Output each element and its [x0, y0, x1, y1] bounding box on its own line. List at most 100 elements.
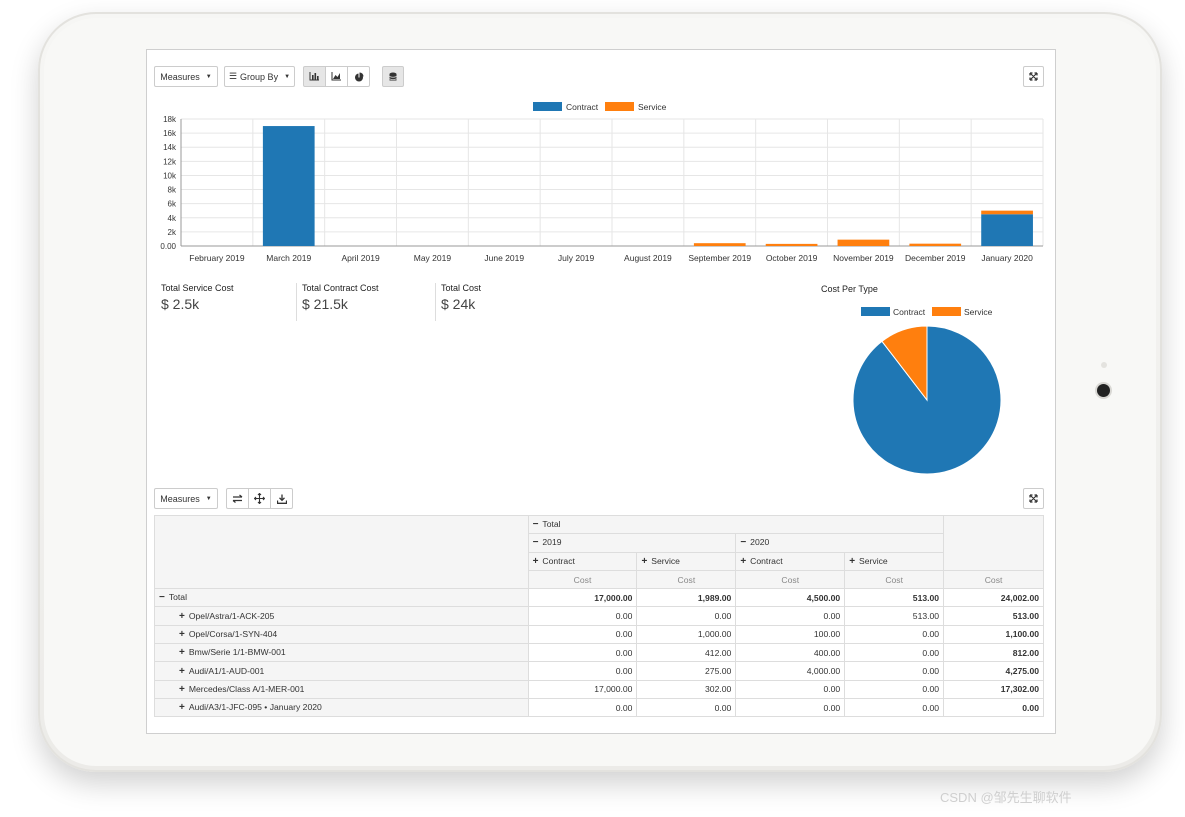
pivot-cell-total[interactable]: 17,302.00	[943, 679, 1044, 699]
flip-axis-button[interactable]	[226, 488, 249, 509]
pie-slice-service[interactable]	[881, 325, 928, 402]
pivot-cell-total[interactable]: 4,275.00	[943, 661, 1044, 681]
pivot-cell[interactable]: 17,000.00	[527, 588, 638, 608]
pie-chart-icon	[354, 72, 363, 81]
pivot-cell[interactable]: 0.00	[844, 679, 945, 699]
pivot-col-header-contract[interactable]: + Contract	[735, 551, 846, 571]
pivot-cell[interactable]: 0.00	[735, 679, 846, 699]
download-button[interactable]	[270, 488, 293, 509]
pivot-cell[interactable]: 0.00	[636, 697, 737, 718]
bar-service[interactable]	[837, 239, 890, 246]
plus-icon: +	[849, 555, 856, 567]
pivot-col-header-service[interactable]: + Service	[844, 551, 945, 571]
kpi-service-cost: Total Service Cost $ 2.5k	[161, 283, 234, 321]
plus-icon: +	[641, 555, 648, 567]
pivot-row-header[interactable]: + Mercedes/Class A/1-MER-001	[154, 679, 529, 699]
pivot-cell[interactable]: 0.00	[636, 606, 737, 626]
bar-service[interactable]	[693, 243, 746, 246]
line-chart-button[interactable]	[325, 66, 348, 87]
bar-service[interactable]	[909, 243, 962, 246]
pie-legend: Contract Service	[861, 307, 993, 317]
pivot-cell[interactable]: 100.00	[735, 624, 846, 645]
pivot-cell[interactable]: 0.00	[527, 661, 638, 681]
pivot-cell[interactable]: 513.00	[844, 588, 945, 608]
minus-icon: −	[740, 537, 747, 549]
pivot-cell[interactable]: 0.00	[527, 624, 638, 645]
pivot-cell[interactable]: 0.00	[844, 643, 945, 663]
pivot-cell-total[interactable]: 1,100.00	[943, 624, 1044, 645]
pie-legend-label-contract: Contract	[893, 307, 926, 317]
list-icon: ☰	[228, 71, 238, 81]
minus-icon: −	[532, 537, 539, 549]
expand-dashboard-button[interactable]	[1023, 66, 1044, 87]
pivot-cell[interactable]: 513.00	[844, 606, 945, 626]
pivot-cell-total[interactable]: 513.00	[943, 606, 1044, 626]
pivot-cell[interactable]: 0.00	[844, 697, 945, 718]
pivot-cell[interactable]: 0.00	[527, 697, 638, 718]
measure-header: Cost	[636, 569, 737, 590]
bar-contract[interactable]	[981, 214, 1033, 246]
pivot-cell-total[interactable]: 24,002.00	[943, 588, 1044, 608]
kpi-label: Total Contract Cost	[302, 283, 379, 293]
y-tick-label: 12k	[163, 157, 177, 166]
pivot-measures-dropdown[interactable]: Measures ▼	[154, 488, 218, 509]
bar-service[interactable]	[981, 210, 1033, 215]
pivot-cell[interactable]: 400.00	[735, 643, 846, 663]
stacked-toggle-button[interactable]	[382, 66, 404, 87]
pivot-cell[interactable]: 1,000.00	[636, 624, 737, 645]
row-label: Mercedes/Class A/1-MER-001	[188, 683, 305, 694]
x-tick-label: March 2019	[266, 253, 311, 263]
plus-icon: +	[740, 555, 747, 567]
x-tick-label: April 2019	[341, 253, 380, 263]
measures-dropdown[interactable]: Measures ▼	[154, 66, 218, 87]
kpi-label: Total Service Cost	[161, 283, 234, 293]
pivot-cell[interactable]: 302.00	[636, 679, 737, 699]
group-by-dropdown[interactable]: ☰ Group By ▼	[224, 66, 295, 87]
y-tick-label: 14k	[163, 143, 177, 152]
bar-service[interactable]	[765, 243, 818, 246]
pivot-cell[interactable]: 275.00	[636, 661, 737, 681]
header-label: Service	[859, 555, 888, 566]
pie-chart-button[interactable]	[347, 66, 370, 87]
pivot-col-header-service[interactable]: + Service	[636, 551, 737, 571]
y-tick-label: 18k	[163, 115, 177, 124]
pivot-row-header-total[interactable]: − Total	[154, 588, 529, 608]
expand-icon	[1029, 494, 1038, 503]
bar-chart-button[interactable]	[303, 66, 326, 87]
pivot-cell[interactable]: 0.00	[844, 661, 945, 681]
pivot-cell[interactable]: 1,989.00	[636, 588, 737, 608]
pivot-cell[interactable]: 0.00	[527, 606, 638, 626]
pivot-cell-total[interactable]: 0.00	[943, 697, 1044, 718]
expand-all-button[interactable]	[248, 488, 271, 509]
pivot-row-header[interactable]: + Audi/A3/1-JFC-095 • January 2020	[154, 697, 529, 718]
header-label: 2020	[750, 537, 770, 548]
kpi-value: $ 24k	[441, 296, 476, 312]
legend-swatch-service	[605, 102, 634, 111]
pivot-expand-button[interactable]	[1023, 488, 1044, 509]
pivot-cell[interactable]: 412.00	[636, 643, 737, 663]
x-axis-ticks: February 2019 March 2019 April 2019 May 201…	[189, 253, 1033, 263]
pivot-cell[interactable]: 4,500.00	[735, 588, 846, 608]
pivot-cell-total[interactable]: 812.00	[943, 643, 1044, 663]
plus-icon: +	[532, 555, 539, 567]
pivot-row-header[interactable]: + Audi/A1/1-AUD-001	[154, 661, 529, 681]
pivot-col-header-2019[interactable]: −2019	[527, 533, 737, 553]
pivot-row-header[interactable]: + Opel/Corsa/1-SYN-404	[154, 624, 529, 645]
pivot-cell[interactable]: 0.00	[735, 606, 846, 626]
pivot-col-header-total[interactable]: − Total	[527, 514, 945, 535]
pivot-cell[interactable]: 0.00	[527, 643, 638, 663]
pivot-cell[interactable]: 17,000.00	[527, 679, 638, 699]
header-label: Total	[542, 519, 561, 530]
pivot-col-header-contract[interactable]: + Contract	[527, 551, 638, 571]
pivot-cell[interactable]: 0.00	[735, 697, 846, 718]
bar-contract[interactable]	[262, 126, 315, 246]
pivot-cell[interactable]: 0.00	[844, 624, 945, 645]
pivot-row-header[interactable]: + Bmw/Serie 1/1-BMW-001	[154, 643, 529, 663]
caret-down-icon: ▼	[284, 73, 291, 80]
pivot-col-header-2020[interactable]: −2020	[735, 533, 945, 553]
y-tick-label: 8k	[168, 186, 177, 195]
kpi-total-cost: Total Cost $ 24k	[435, 283, 555, 321]
pivot-cell[interactable]: 4,000.00	[735, 661, 846, 681]
pivot-row-header[interactable]: + Opel/Astra/1-ACK-205	[154, 606, 529, 626]
x-tick-label: November 2019	[833, 253, 894, 263]
